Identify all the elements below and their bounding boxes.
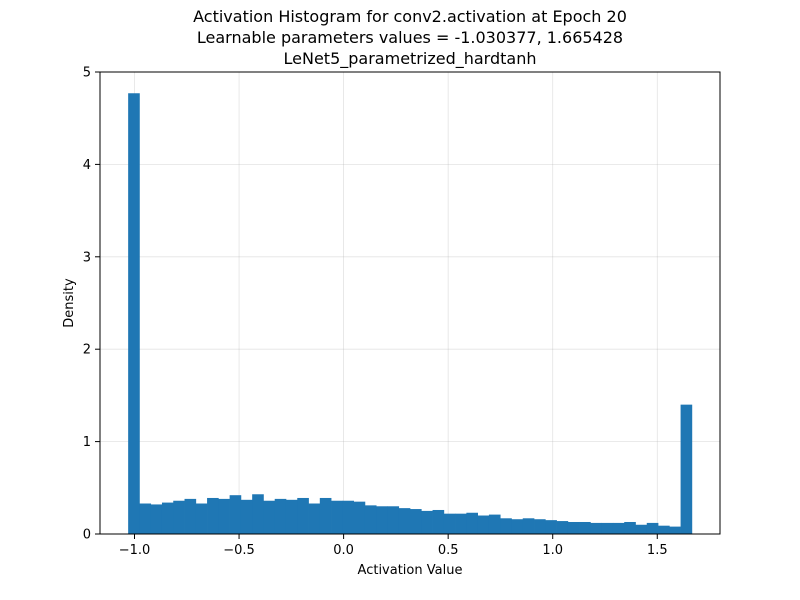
histogram-bar <box>443 513 456 534</box>
histogram-bar <box>624 521 636 534</box>
histogram-bar <box>173 500 185 534</box>
histogram-bar <box>331 500 343 534</box>
histogram-bar <box>398 508 411 534</box>
x-tick-label: 0.0 <box>333 543 354 558</box>
histogram-bar <box>488 514 501 534</box>
histogram-bar <box>342 500 354 534</box>
y-tick-label: 4 <box>83 158 91 173</box>
histogram-bar <box>421 510 433 534</box>
y-tick-label: 1 <box>83 435 91 450</box>
histogram-bar <box>500 518 512 534</box>
histogram-bar <box>601 522 614 534</box>
histogram-bar <box>139 503 152 534</box>
histogram-bar <box>308 503 321 534</box>
histogram-bar <box>511 519 524 534</box>
x-tick-label: 1.5 <box>647 543 668 558</box>
histogram-bar <box>646 522 659 534</box>
y-axis-label: Density <box>62 278 77 328</box>
histogram-bar <box>150 504 163 534</box>
y-tick-label: 2 <box>83 343 91 358</box>
y-tick-label: 5 <box>83 66 91 81</box>
x-tick-label: 0.5 <box>438 543 459 558</box>
histogram-bar <box>297 497 309 534</box>
histogram-bar <box>353 501 366 534</box>
histogram-bar <box>319 497 332 534</box>
histogram-bar <box>466 512 479 534</box>
histogram-bar <box>364 505 377 534</box>
histogram-bar <box>274 498 287 534</box>
histogram-bar <box>579 521 591 534</box>
histogram-bar <box>455 513 467 534</box>
y-tick-label: 3 <box>83 250 91 265</box>
histogram-bar <box>387 506 400 534</box>
histogram-bar <box>218 498 230 534</box>
axes-frame <box>99 71 721 535</box>
histogram-bar <box>612 522 625 534</box>
histogram-bar <box>161 502 174 534</box>
histogram-bar <box>534 519 546 534</box>
x-axis-ticks: −1.0 −0.5 0.0 0.5 1.0 1.5 <box>119 534 668 558</box>
histogram-bar <box>207 497 219 534</box>
histogram-bar <box>477 515 490 534</box>
chart-title-line-1: Activation Histogram for conv2.activatio… <box>193 7 627 26</box>
histogram-bar <box>432 509 445 534</box>
bars <box>128 93 693 534</box>
x-tick-label: 1.0 <box>542 543 563 558</box>
histogram-bar <box>240 499 253 534</box>
histogram-bar <box>590 522 603 534</box>
histogram-bar <box>410 509 422 534</box>
histogram-bar <box>658 525 670 534</box>
histogram-bar <box>128 93 140 534</box>
histogram-bar <box>376 506 388 534</box>
histogram-bar <box>635 524 648 534</box>
histogram-bar <box>567 521 580 534</box>
histogram-bar <box>680 404 693 534</box>
y-axis-ticks: 0 1 2 3 4 5 <box>83 66 100 543</box>
histogram-bar <box>669 526 681 534</box>
histogram-bar <box>556 521 569 534</box>
histogram-bar <box>545 520 557 534</box>
x-tick-label: −0.5 <box>223 543 255 558</box>
histogram-bar <box>522 518 535 534</box>
chart-title-line-3: LeNet5_parametrized_hardtanh <box>284 49 537 69</box>
histogram-bar <box>263 500 276 534</box>
y-tick-label: 0 <box>83 528 91 543</box>
histogram-bar <box>285 499 298 534</box>
x-tick-label: −1.0 <box>119 543 151 558</box>
histogram-bar <box>195 503 208 534</box>
histogram-bar <box>229 495 242 534</box>
grid <box>100 71 720 535</box>
histogram-bar <box>184 498 197 534</box>
chart-title-line-2: Learnable parameters values = -1.030377,… <box>197 28 623 47</box>
histogram-bar <box>252 494 264 534</box>
x-axis-label: Activation Value <box>358 563 463 578</box>
